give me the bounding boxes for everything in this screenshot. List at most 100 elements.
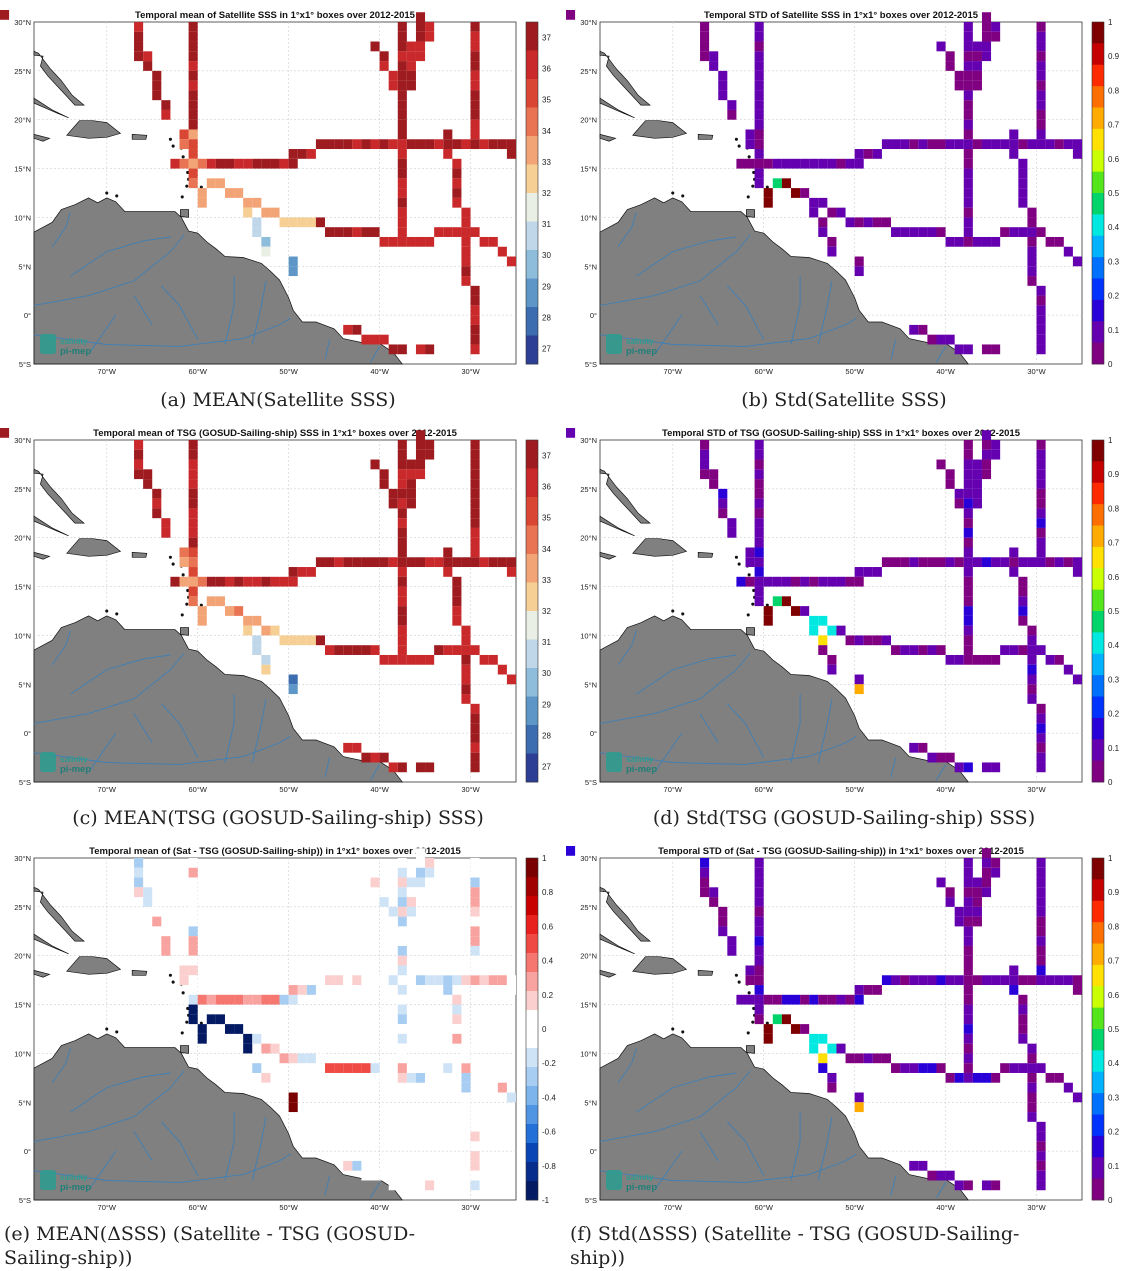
data-cell: [215, 994, 225, 1005]
data-cell: [406, 887, 416, 898]
data-cell: [754, 955, 764, 966]
svg-text:pi-mep: pi-mep: [626, 764, 657, 775]
x-tick-label: 60°W: [754, 367, 773, 376]
data-cell: [981, 848, 992, 858]
data-cell: [470, 1160, 480, 1171]
data-cell: [1036, 733, 1046, 743]
colorbar-tick-label: 27: [542, 345, 551, 354]
data-cell: [1036, 70, 1046, 81]
data-cell: [388, 488, 398, 499]
data-cell: [397, 858, 407, 868]
data-cell: [397, 119, 407, 130]
data-cell: [772, 576, 782, 587]
y-tick-label: 20°N: [14, 952, 31, 961]
colorbar-tick-label: 0.5: [1108, 1025, 1120, 1034]
data-cell: [506, 567, 516, 577]
data-cell: [700, 51, 710, 62]
data-cell: [872, 217, 882, 228]
data-cell: [388, 344, 398, 355]
colorbar-tick-label: 37: [542, 452, 551, 461]
data-cell: [991, 236, 1001, 247]
data-cell: [415, 1180, 426, 1191]
data-cell: [425, 139, 435, 150]
data-cell: [461, 217, 471, 228]
data-cell: [497, 664, 507, 675]
data-cell: [981, 449, 992, 460]
data-cell: [954, 236, 964, 247]
data-cell: [754, 508, 764, 519]
data-cell: [461, 694, 471, 704]
data-cell: [1009, 975, 1019, 986]
data-cell: [991, 557, 1001, 568]
data-cell: [361, 975, 371, 986]
colorbar: 37 36 35 34 33 32 31 30 29 28 27: [525, 439, 551, 783]
colorbar-tick-label: 31: [542, 220, 551, 229]
data-cell: [452, 1063, 462, 1073]
data-cell: [461, 1043, 471, 1054]
data-cell: [152, 508, 162, 519]
colorbar-tick-label: 34: [542, 545, 551, 554]
land: [599, 50, 970, 365]
data-cell: [470, 723, 480, 734]
data-cell: [261, 625, 271, 636]
data-cell: [152, 90, 162, 101]
data-cell: [945, 139, 955, 150]
data-cell: [963, 625, 973, 636]
data-cell: [470, 508, 480, 519]
data-cell: [479, 236, 489, 247]
y-tick-label: 15°N: [580, 583, 597, 592]
data-cell: [443, 139, 453, 150]
data-cell: [443, 985, 453, 995]
data-cell: [1027, 256, 1037, 267]
data-cell: [963, 567, 973, 577]
data-cell: [1036, 295, 1046, 306]
data-cell: [188, 158, 198, 169]
data-cell: [754, 596, 764, 607]
colorbar-swatch: [1092, 461, 1104, 484]
data-cell: [425, 236, 435, 247]
data-cell: [1027, 674, 1037, 685]
colorbar-tick-label: 37: [542, 34, 551, 43]
colorbar-tick-label: 0.8: [1108, 922, 1120, 931]
data-cell: [700, 877, 710, 888]
data-cell: [188, 129, 198, 140]
colorbar-tick-label: 28: [542, 313, 551, 322]
data-cell: [470, 762, 480, 773]
data-cell: [963, 1063, 973, 1073]
data-cell: [963, 867, 973, 878]
data-cell: [470, 488, 480, 499]
data-cell: [1063, 1082, 1073, 1093]
colorbar-swatch: [1092, 193, 1104, 215]
data-cell: [954, 139, 964, 150]
data-cell: [1072, 149, 1082, 159]
data-cell: [152, 70, 162, 81]
colorbar-swatch: [526, 611, 538, 640]
data-cell: [754, 119, 764, 130]
data-cell: [434, 975, 444, 986]
colorbar-swatch: [1092, 900, 1104, 923]
data-cell: [754, 945, 764, 956]
data-cell: [252, 1063, 262, 1073]
data-cell: [754, 22, 764, 32]
data-cell: [800, 576, 810, 587]
data-cell: [1072, 1092, 1082, 1103]
data-cell: [1009, 129, 1019, 140]
data-cell: [370, 227, 380, 237]
data-cell: [909, 645, 919, 655]
data-cell: [700, 867, 710, 878]
data-cell: [991, 975, 1001, 986]
data-cell: [1036, 547, 1046, 558]
y-tick-label: 5°S: [19, 360, 31, 369]
data-cell: [406, 654, 416, 665]
data-cell: [415, 41, 426, 52]
data-cell: [415, 344, 426, 355]
data-cell: [909, 1160, 919, 1171]
data-cell: [727, 100, 737, 110]
data-cell: [809, 158, 819, 169]
data-cell: [379, 61, 389, 71]
colorbar-swatch: [1092, 86, 1104, 108]
data-cell: [854, 985, 864, 995]
data-cell: [243, 1043, 253, 1054]
data-cell: [497, 975, 507, 986]
data-cell: [506, 139, 516, 150]
